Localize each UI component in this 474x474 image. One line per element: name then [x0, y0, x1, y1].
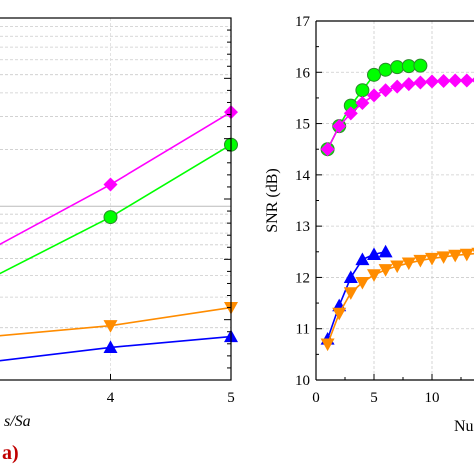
panel-b-data-point — [378, 83, 393, 98]
panel-b-data-point — [436, 251, 451, 264]
panel-a: 4 5 s/Sa a) — [0, 17, 238, 464]
panel-b-data-point — [413, 58, 428, 73]
panel-b-data-point — [343, 287, 358, 300]
panel-b-data-point — [390, 260, 405, 274]
panel-b-data-point — [343, 270, 358, 284]
panel-b-grid — [316, 20, 474, 381]
panel-b-data-point — [367, 67, 381, 82]
panel-b-data-point — [401, 77, 416, 92]
panel-b-data-point — [367, 88, 381, 103]
panel-a-data-point — [103, 320, 118, 333]
panel-a-label: a) — [2, 442, 19, 464]
panel-b-y-axis-title: SNR (dB) — [264, 168, 281, 232]
panel-b-data-point — [390, 79, 405, 94]
panel-b-data-point — [332, 307, 347, 321]
panel-a-data-point — [103, 210, 118, 225]
panel-a-data-point — [103, 177, 118, 192]
panel-b-data-point — [459, 73, 474, 88]
panel-b-data-point — [378, 264, 393, 277]
panel-b-y-tick-label: 16 — [295, 65, 311, 81]
panel-b: 10 11 12 13 14 15 16 17 0 5 10 SNR (dB) Nu — [264, 14, 474, 435]
panel-a-series-line — [0, 335, 232, 362]
panel-a-x-axis-title: s/Sa — [4, 413, 31, 430]
panel-b-y-tick-label: 12 — [295, 270, 310, 286]
panel-b-y-tick-label: 10 — [295, 373, 310, 389]
panel-b-data-point — [471, 247, 474, 253]
panel-b-y-tick-label: 17 — [295, 14, 311, 30]
panel-b-y-tick-label: 11 — [296, 322, 310, 338]
panel-b-data-point — [448, 73, 463, 88]
panel-b-data-point — [378, 62, 393, 77]
panel-b-data-point — [320, 338, 335, 352]
panel-b-data-point — [401, 59, 416, 74]
panel-b-data-point — [355, 96, 370, 111]
panel-b-y-tick-label: 13 — [295, 219, 310, 235]
panel-b-data-point — [343, 106, 358, 121]
panel-b-data-point — [320, 142, 335, 157]
panel-b-data-point — [332, 119, 347, 134]
panel-b-data-point — [355, 252, 370, 266]
panel-b-data-point — [448, 249, 463, 263]
panel-b-data-point — [355, 83, 370, 98]
panel-b-data-point — [459, 248, 474, 262]
panel-b-data-point — [401, 257, 416, 271]
panel-b-x-tick-label: 0 — [312, 390, 320, 406]
panel-b-data-point — [425, 252, 439, 266]
panel-b-data-point — [367, 247, 381, 260]
panel-b-y-tick-label: 14 — [295, 168, 311, 184]
panel-b-data-point — [413, 254, 428, 268]
panel-b-x-tick-label: 5 — [370, 390, 378, 406]
panel-b-x-axis-title: Nu — [454, 418, 474, 435]
panel-b-data-point — [471, 77, 474, 83]
panel-b-data-point — [413, 75, 428, 90]
panel-a-x-tick-label: 4 — [107, 390, 115, 406]
panel-b-data-point — [355, 276, 370, 290]
panel-b-data-point — [378, 244, 393, 258]
panel-b-x-tick-label: 10 — [425, 390, 440, 406]
panel-b-data-point — [390, 60, 405, 75]
panel-b-data-point — [425, 74, 439, 89]
panel-b-data-point — [436, 74, 451, 89]
panel-a-series-line — [0, 111, 232, 246]
panel-a-data-point — [103, 340, 118, 354]
panel-a-x-tick-label: 5 — [227, 390, 235, 406]
panel-b-y-tick-label: 15 — [295, 117, 310, 133]
panel-b-data-point — [367, 269, 381, 282]
